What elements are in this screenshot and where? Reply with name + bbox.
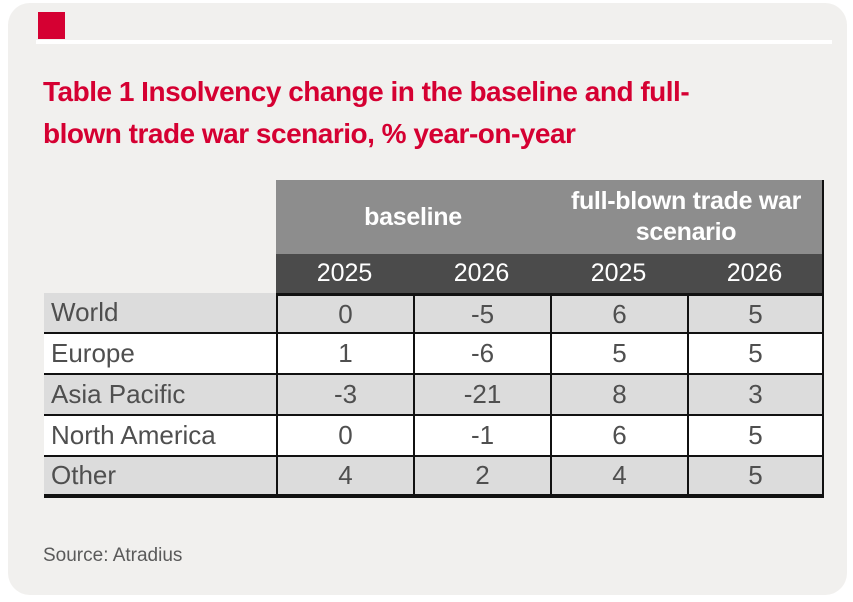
group-header-baseline: baseline <box>276 180 550 254</box>
cell-value: 3 <box>687 375 824 416</box>
table-title: Table 1 Insolvency change in the baselin… <box>43 71 843 155</box>
group-header-trade-war: full-blown trade war scenario <box>550 180 824 254</box>
year-header: 2026 <box>413 254 550 293</box>
divider-line <box>36 40 832 44</box>
row-label-world: World <box>44 293 276 334</box>
cell-value: 6 <box>550 293 687 334</box>
header-spacer <box>44 254 276 293</box>
cell-value: 5 <box>687 457 824 498</box>
year-header: 2025 <box>550 254 687 293</box>
table-title-line2: blown trade war scenario, % year-on-year <box>43 118 576 149</box>
cell-value: 4 <box>276 457 413 498</box>
cell-value: 1 <box>276 334 413 375</box>
row-label-other: Other <box>44 457 276 498</box>
insolvency-table: baseline full-blown trade war scenario 2… <box>44 180 824 498</box>
cell-value: 6 <box>550 416 687 457</box>
row-label-europe: Europe <box>44 334 276 375</box>
table-title-line1: Table 1 Insolvency change in the baselin… <box>43 76 690 107</box>
cell-value: -3 <box>276 375 413 416</box>
cell-value: 8 <box>550 375 687 416</box>
cell-value: 0 <box>276 293 413 334</box>
cell-value: 5 <box>687 334 824 375</box>
row-label-asia-pacific: Asia Pacific <box>44 375 276 416</box>
cell-value: -21 <box>413 375 550 416</box>
cell-value: -5 <box>413 293 550 334</box>
cell-value: -6 <box>413 334 550 375</box>
cell-value: 5 <box>687 293 824 334</box>
report-card: Table 1 Insolvency change in the baselin… <box>8 3 847 595</box>
cell-value: 0 <box>276 416 413 457</box>
cell-value: 4 <box>550 457 687 498</box>
year-header: 2026 <box>687 254 824 293</box>
header-spacer <box>44 180 276 254</box>
cell-value: 5 <box>550 334 687 375</box>
cell-value: 5 <box>687 416 824 457</box>
row-label-north-america: North America <box>44 416 276 457</box>
year-header: 2025 <box>276 254 413 293</box>
source-note: Source: Atradius <box>43 545 183 566</box>
brand-red-square <box>38 12 65 39</box>
cell-value: 2 <box>413 457 550 498</box>
cell-value: -1 <box>413 416 550 457</box>
